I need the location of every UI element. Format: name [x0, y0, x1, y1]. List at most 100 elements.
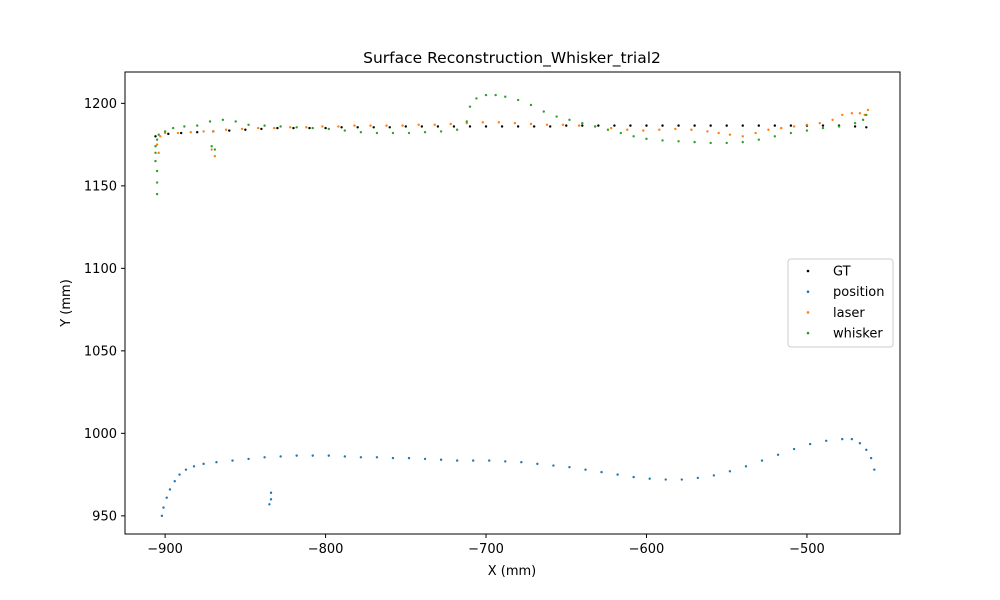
data-point — [789, 124, 793, 127]
data-point — [792, 125, 796, 128]
data-point — [439, 458, 443, 461]
data-point — [593, 125, 597, 128]
data-point — [375, 456, 379, 459]
data-point — [754, 131, 757, 135]
data-point — [269, 491, 273, 494]
data-point — [311, 454, 314, 457]
data-point — [305, 126, 308, 129]
data-point — [176, 131, 180, 135]
data-point — [481, 121, 485, 124]
data-point — [609, 126, 613, 130]
data-point — [240, 127, 244, 131]
legend-label: GT — [833, 265, 851, 280]
data-point — [648, 477, 651, 480]
data-point — [658, 128, 661, 131]
data-point — [210, 145, 213, 148]
data-point — [276, 126, 279, 130]
legend-marker — [806, 290, 810, 294]
data-point — [773, 135, 777, 138]
y-tick-label: 1100 — [84, 262, 117, 277]
legend-marker — [806, 269, 810, 273]
data-point — [865, 113, 868, 117]
data-point — [213, 148, 217, 151]
data-point — [561, 123, 565, 127]
data-point — [436, 125, 440, 128]
data-point — [542, 110, 545, 113]
data-point — [163, 131, 167, 135]
data-point — [568, 118, 571, 122]
series-position — [160, 437, 876, 518]
data-point — [619, 131, 623, 135]
data-point — [455, 128, 459, 131]
legend: GT position laser whisker — [787, 258, 894, 348]
data-point — [680, 478, 683, 481]
data-point — [468, 105, 472, 108]
data-point — [224, 128, 228, 131]
data-point — [841, 437, 844, 441]
data-point — [208, 120, 212, 123]
data-point — [600, 470, 603, 474]
data-point — [343, 129, 347, 132]
data-point — [452, 125, 456, 128]
data-point — [468, 125, 472, 128]
data-point — [155, 138, 159, 141]
plot-area-frame — [124, 71, 901, 535]
data-point — [202, 462, 205, 466]
data-point — [549, 125, 552, 128]
data-point — [497, 121, 501, 124]
series-gt — [154, 124, 868, 138]
data-point — [401, 124, 404, 127]
data-point — [247, 123, 250, 127]
data-point — [741, 124, 744, 127]
data-point — [455, 459, 459, 462]
data-point — [439, 130, 443, 133]
data-point — [780, 126, 783, 130]
y-tick-label: 1000 — [84, 427, 117, 442]
data-point — [484, 125, 488, 128]
data-point — [760, 459, 764, 462]
data-point — [837, 125, 841, 128]
data-point — [831, 118, 834, 122]
data-point — [465, 120, 468, 123]
x-tick-label: −800 — [308, 542, 344, 557]
data-point — [155, 192, 159, 196]
data-point — [504, 460, 507, 463]
data-point — [213, 154, 217, 158]
data-point — [709, 141, 712, 145]
data-point — [709, 124, 712, 127]
legend-label: whisker — [833, 327, 883, 342]
data-point — [433, 123, 436, 127]
data-point — [449, 122, 452, 126]
data-point — [850, 112, 854, 115]
data-point — [423, 131, 427, 134]
data-point — [327, 127, 330, 131]
data-point — [359, 131, 363, 134]
data-point — [717, 131, 720, 135]
data-point — [279, 455, 282, 458]
y-axis-ticks: 950 1000 1050 1100 1150 1200 — [84, 97, 125, 524]
data-point — [597, 124, 600, 127]
data-point — [728, 133, 732, 136]
data-point — [308, 126, 311, 130]
data-point — [568, 465, 571, 469]
data-point — [529, 122, 533, 126]
data-point — [231, 459, 234, 462]
data-point — [767, 128, 770, 131]
data-point — [260, 127, 263, 131]
data-point — [841, 113, 844, 117]
chart-title: Surface Reconstruction_Whisker_trial2 — [363, 49, 661, 68]
data-point — [289, 126, 292, 129]
data-point — [159, 135, 162, 138]
data-point — [179, 131, 183, 135]
data-point — [606, 128, 610, 131]
data-point — [359, 456, 363, 459]
data-point — [664, 478, 667, 481]
data-point — [247, 457, 250, 461]
data-point — [154, 145, 157, 148]
data-point — [160, 514, 164, 518]
data-point — [581, 121, 584, 125]
data-point — [263, 124, 266, 127]
series-whisker — [154, 93, 868, 196]
data-point — [256, 126, 260, 130]
